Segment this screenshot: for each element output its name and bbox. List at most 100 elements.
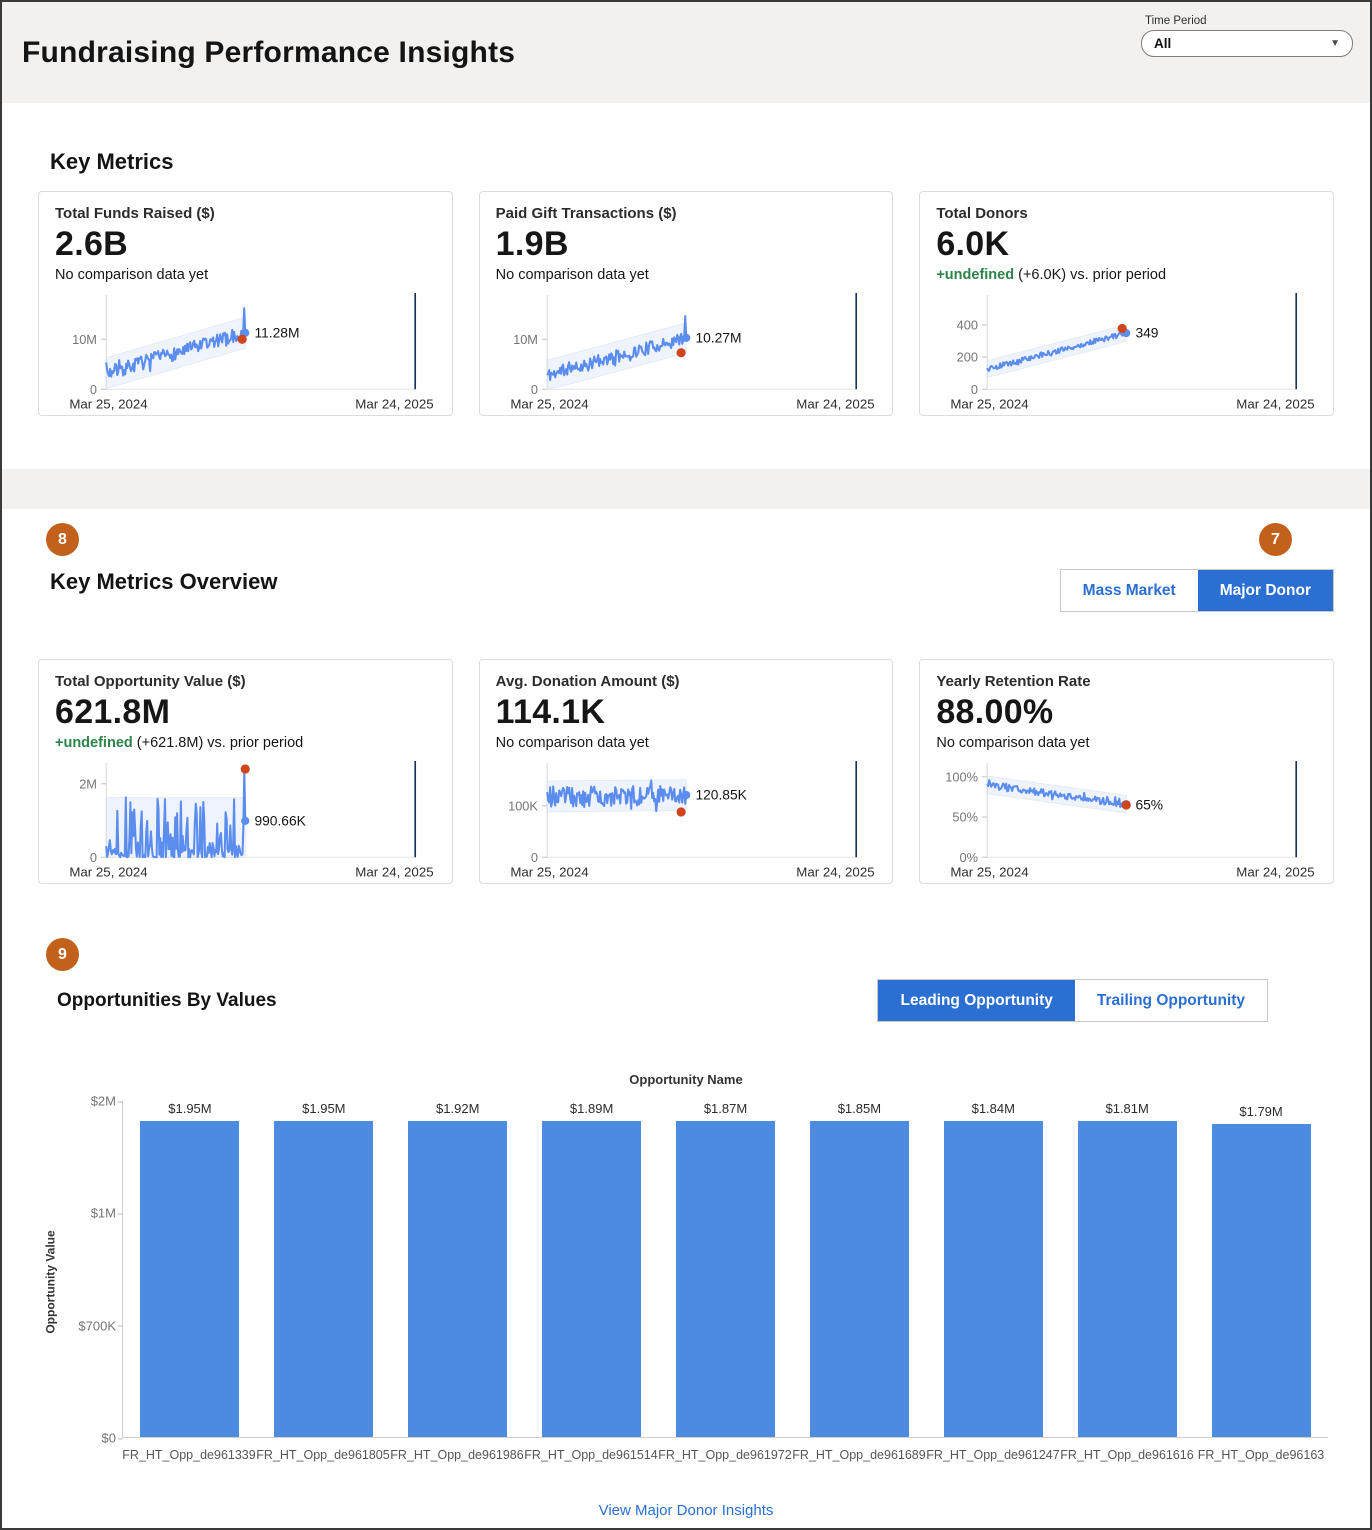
metric-compare-text: (+6.0K) vs. prior period (1014, 267, 1167, 283)
svg-text:Mar 25, 2024: Mar 25, 2024 (510, 865, 588, 880)
metric-comparison: No comparison data yet (936, 735, 1317, 751)
sparkline-chart: 10M 0 10.27M Mar 25, 2024 Mar 24, 2025 (510, 293, 874, 412)
section-divider (2, 469, 1370, 509)
key-metrics-overview-section: 8 Key Metrics Overview 7 Mass Market Maj… (2, 509, 1370, 884)
time-period-control: Time Period All ▼ (1141, 15, 1353, 57)
metric-title: Total Funds Raised ($) (55, 205, 215, 222)
step-badge-7: 7 (1259, 523, 1292, 556)
metric-compare-text: No comparison data yet (55, 267, 209, 283)
mass-market-button[interactable]: Mass Market (1060, 570, 1198, 611)
sparkline-chart: 10M 0 11.28M Mar 25, 2024 Mar 24, 2025 (69, 293, 434, 412)
y-tick-label: $2M (90, 1093, 124, 1109)
bar[interactable] (542, 1121, 642, 1437)
metric-compare-text: No comparison data yet (495, 735, 649, 751)
y-tick-label: $0 (101, 1430, 124, 1446)
bar[interactable] (675, 1121, 776, 1437)
segment-toggle-market: Mass Market Major Donor (1059, 569, 1334, 612)
bar[interactable] (1077, 1121, 1177, 1437)
svg-text:Mar 24, 2025: Mar 24, 2025 (1237, 397, 1315, 412)
bar-slot: $1.84M (926, 1101, 1060, 1437)
metric-value: 2.6B (55, 225, 129, 263)
overview-heading: Key Metrics Overview (50, 569, 278, 594)
step-badge-9: 9 (46, 938, 79, 971)
x-axis-category-label: FR_HT_Opp_de961689 (792, 1448, 926, 1462)
metric-card-avg-donation-amount: Avg. Donation Amount ($) 114.1K No compa… (478, 659, 894, 884)
svg-text:100K: 100K (508, 798, 538, 813)
metric-card-total-funds-raised: Total Funds Raised ($) 2.6B No compariso… (38, 191, 453, 416)
bar-slot: $1.92M (391, 1101, 525, 1437)
major-donor-button[interactable]: Major Donor (1197, 570, 1333, 611)
x-axis-category-label: FR_HT_Opp_de961616 (1060, 1448, 1194, 1462)
svg-text:0: 0 (531, 850, 538, 865)
sparkline-chart: 400 200 0 349 Mar 25, 2024 Mar 24, 2025 (951, 293, 1315, 412)
bar[interactable] (274, 1121, 374, 1437)
x-axis-category-label: FR_HT_Opp_de961986 (390, 1448, 524, 1462)
bar-value-label: $1.87M (703, 1101, 748, 1116)
bar-value-label: $1.81M (1105, 1101, 1149, 1116)
step-badge-8: 8 (46, 523, 79, 556)
sparkline-chart: 2M 0 990.66K Mar 25, 2024 Mar 24, 2025 (69, 761, 434, 880)
bar-value-label: $1.92M (436, 1101, 480, 1116)
bar[interactable] (408, 1121, 508, 1437)
metric-comparison: No comparison data yet (55, 267, 436, 283)
svg-text:349: 349 (1136, 325, 1159, 341)
svg-text:Mar 25, 2024: Mar 25, 2024 (951, 865, 1029, 880)
bar-value-label: $1.85M (837, 1101, 882, 1116)
bar-value-label: $1.95M (302, 1101, 346, 1116)
metric-card-total-opportunity-value: Total Opportunity Value ($) 621.8M +unde… (38, 659, 453, 884)
metric-card-paid-gift-transactions: Paid Gift Transactions ($) 1.9B No compa… (478, 191, 894, 416)
bar-slot: $1.81M (1060, 1101, 1194, 1437)
svg-text:400: 400 (957, 318, 978, 333)
bar[interactable] (943, 1121, 1043, 1437)
x-axis-category-label: FR_HT_Opp_de96163 (1197, 1448, 1325, 1462)
bar[interactable] (1211, 1124, 1311, 1437)
bar-value-label: $1.89M (569, 1101, 614, 1116)
svg-text:200: 200 (957, 350, 978, 365)
metric-comparison: No comparison data yet (496, 267, 877, 283)
leading-opportunity-button[interactable]: Leading Opportunity (878, 980, 1075, 1021)
svg-text:0: 0 (90, 850, 97, 865)
metric-card-total-donors: Total Donors 6.0K +undefined (+6.0K) vs.… (919, 191, 1335, 416)
metric-title: Avg. Donation Amount ($) (495, 673, 680, 690)
metric-value: 1.9B (495, 225, 569, 263)
svg-text:50%: 50% (953, 810, 979, 825)
svg-text:Mar 25, 2024: Mar 25, 2024 (510, 397, 588, 412)
svg-text:11.28M: 11.28M (254, 324, 299, 340)
bar-chart-title: Opportunity Name (629, 1072, 743, 1087)
metric-value: 6.0K (936, 225, 1010, 263)
time-period-label: Time Period (1145, 15, 1207, 27)
metric-compare-text: No comparison data yet (936, 735, 1090, 751)
metric-value: 621.8M (55, 693, 171, 731)
page-title: Fundraising Performance Insights (22, 35, 516, 69)
metric-comparison: +undefined (+6.0K) vs. prior period (936, 267, 1317, 283)
svg-text:990.66K: 990.66K (254, 812, 306, 828)
metric-title: Paid Gift Transactions ($) (495, 205, 677, 222)
svg-text:Mar 25, 2024: Mar 25, 2024 (69, 397, 147, 412)
metric-title: Total Donors (936, 205, 1028, 222)
bar[interactable] (140, 1121, 240, 1437)
segment-toggle-opportunity: Leading Opportunity Trailing Opportunity (877, 979, 1268, 1022)
page-header: Fundraising Performance Insights Time Pe… (2, 2, 1370, 103)
key-metrics-heading: Key Metrics (50, 149, 174, 174)
bar[interactable] (809, 1121, 909, 1437)
x-axis-category-label: FR_HT_Opp_de961972 (658, 1448, 792, 1462)
svg-text:0: 0 (971, 382, 978, 397)
svg-text:Mar 24, 2025: Mar 24, 2025 (1237, 865, 1315, 880)
opportunities-section: 9 Opportunities By Values Leading Opport… (2, 938, 1370, 1520)
metric-delta: +undefined (936, 267, 1015, 283)
chevron-down-icon: ▼ (1330, 38, 1340, 49)
bar-value-label: $1.95M (168, 1101, 212, 1116)
sparkline-chart: 100K 0 120.85K Mar 25, 2024 Mar 24, 2025 (508, 761, 874, 880)
opportunity-bar-chart: Opportunity Name Opportunity Value $0 $70… (38, 1072, 1334, 1462)
bar-slot: $1.85M (792, 1101, 926, 1437)
svg-text:Mar 24, 2025: Mar 24, 2025 (796, 865, 874, 880)
time-period-select[interactable]: All ▼ (1141, 30, 1353, 57)
bar-value-label: $1.79M (1239, 1104, 1283, 1119)
trailing-opportunity-button[interactable]: Trailing Opportunity (1074, 980, 1267, 1021)
time-period-value: All (1154, 36, 1172, 51)
svg-text:100%: 100% (946, 769, 979, 784)
bar-slot: $1.79M (1194, 1101, 1328, 1437)
view-major-donor-insights-link[interactable]: View Major Donor Insights (598, 1502, 774, 1519)
svg-text:Mar 25, 2024: Mar 25, 2024 (951, 397, 1029, 412)
x-axis-labels: FR_HT_Opp_de961339 FR_HT_Opp_de961805 FR_H… (122, 1448, 1328, 1462)
